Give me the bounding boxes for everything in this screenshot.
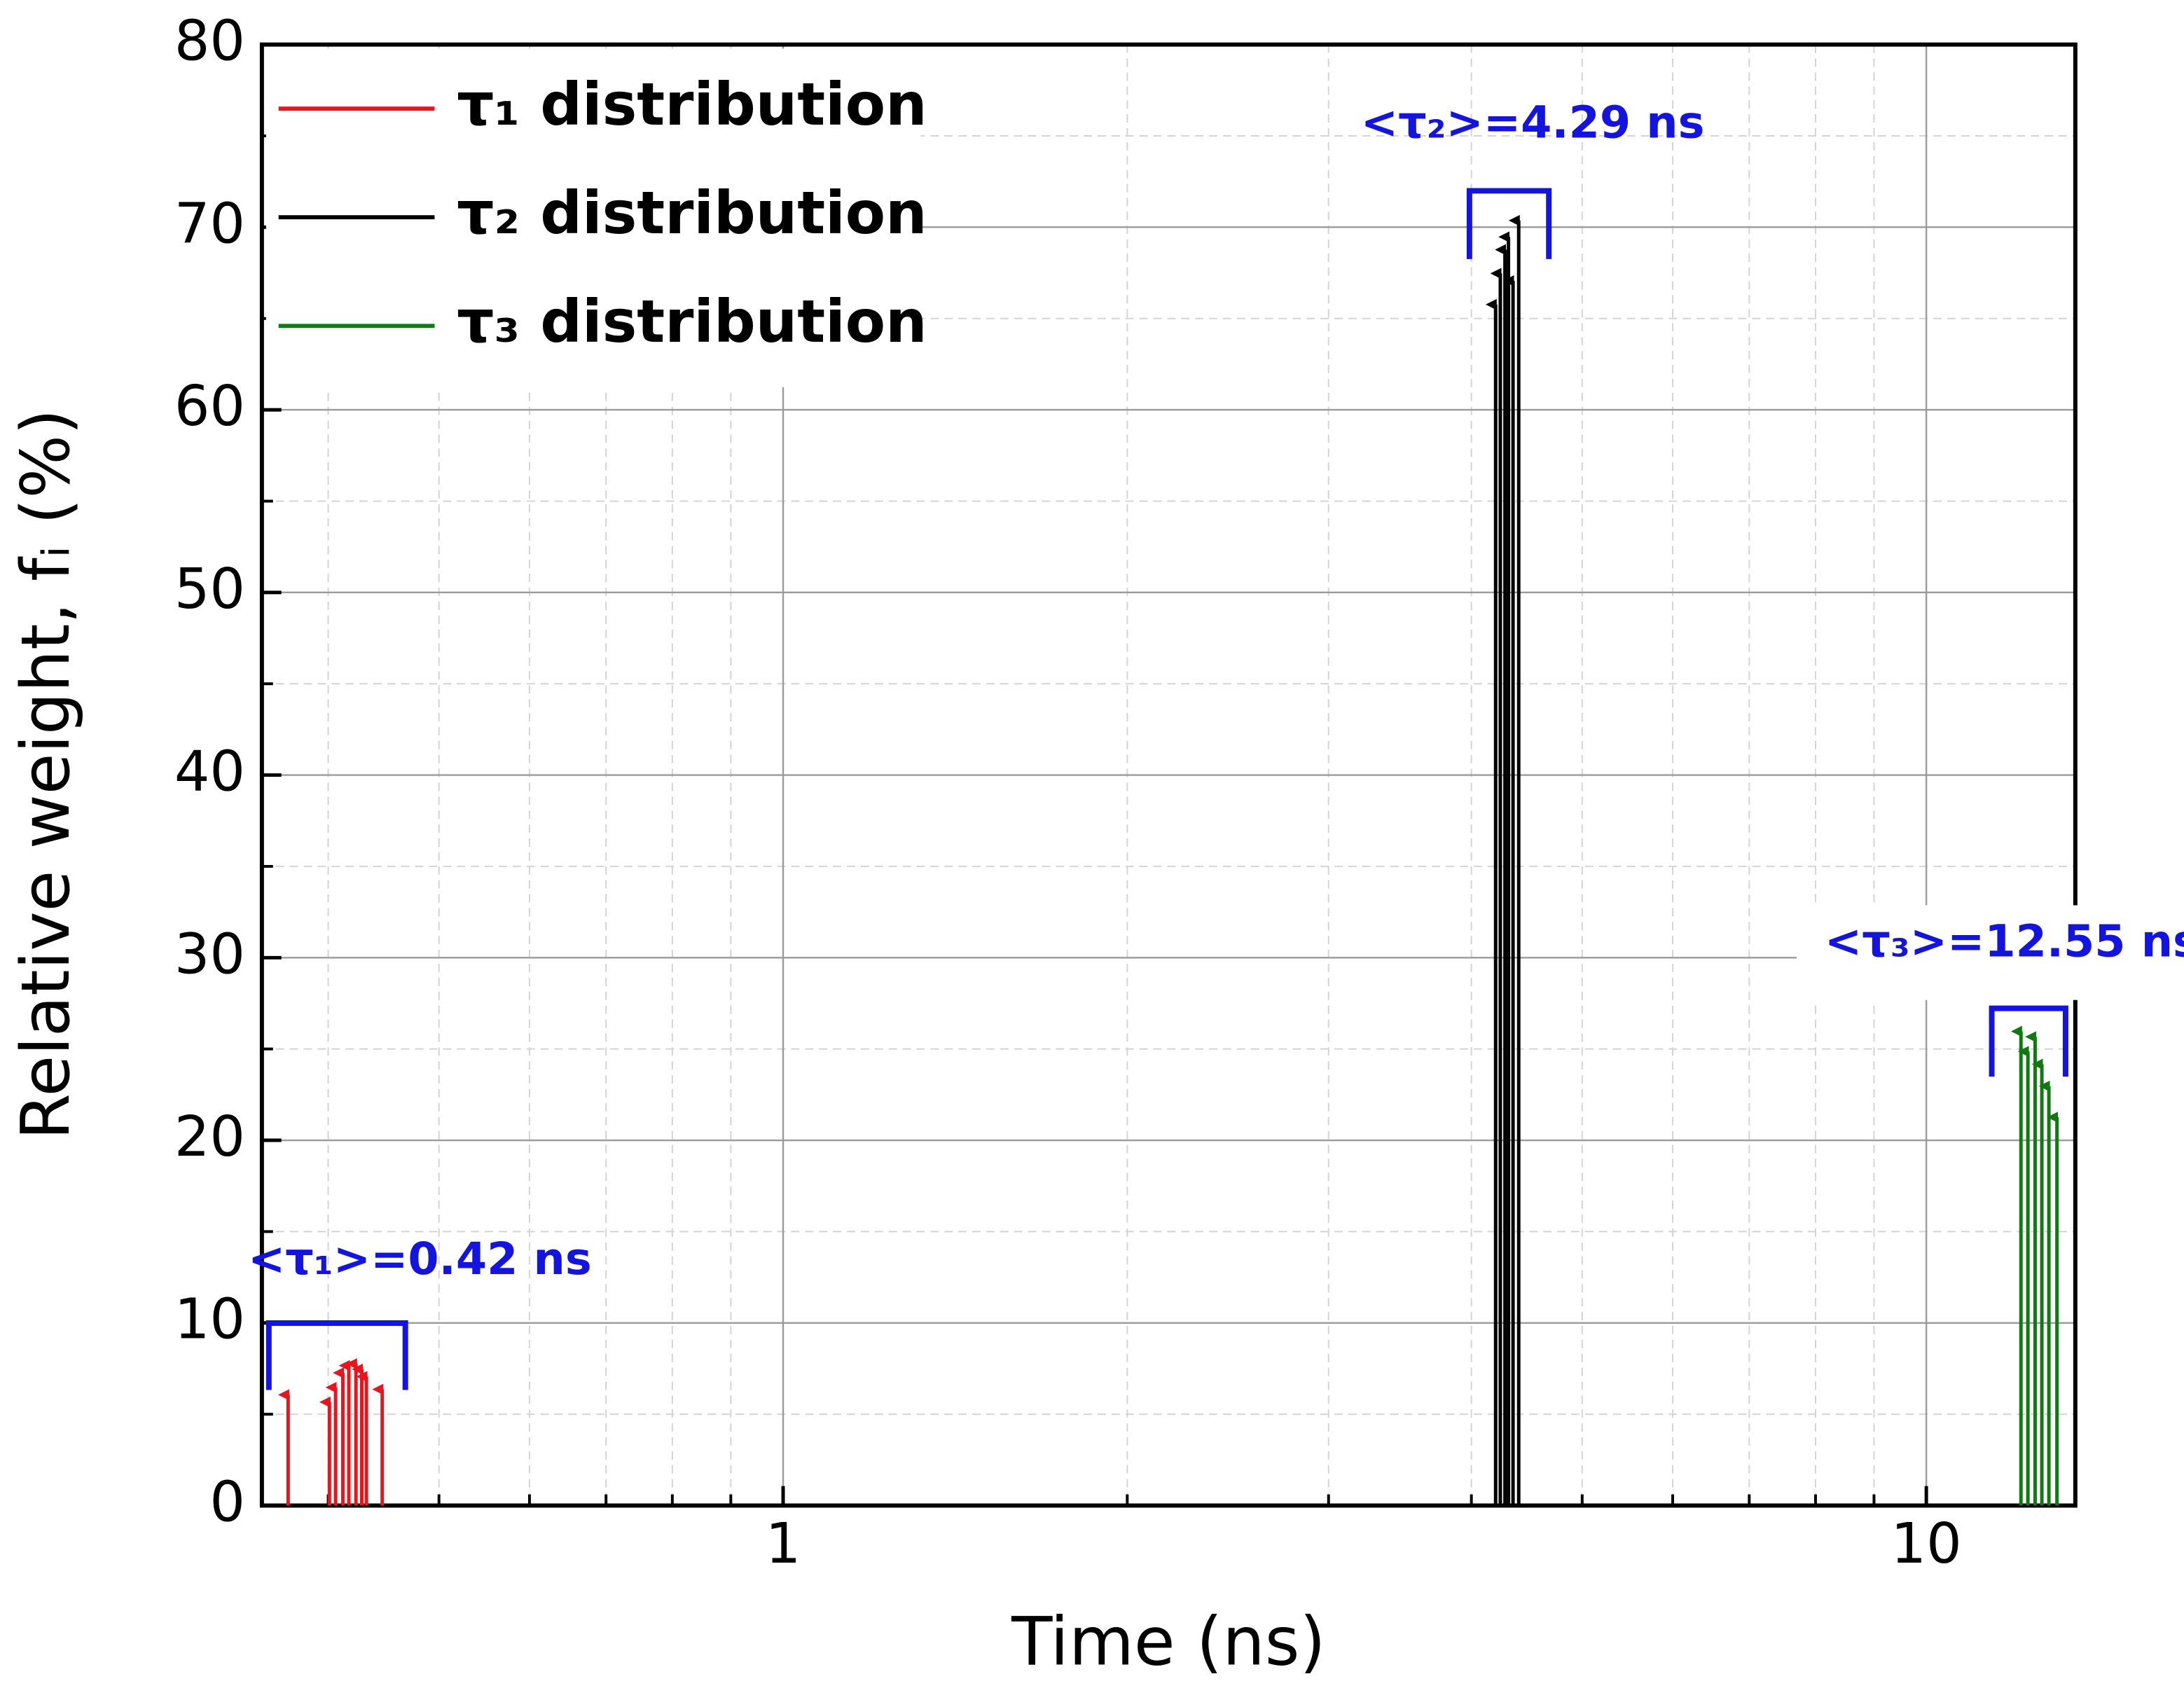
x-tick-label: 1 xyxy=(766,1511,801,1576)
y-tick-label: 0 xyxy=(209,1469,245,1534)
y-tick-label: 30 xyxy=(174,921,245,986)
y-tick-label: 10 xyxy=(174,1287,245,1352)
annotation: <τ₃>=12.55 ns xyxy=(1825,916,2184,968)
y-tick-label: 20 xyxy=(174,1104,245,1169)
annotation: <τ₂>=4.29 ns xyxy=(1361,97,1705,149)
y-tick-label: 40 xyxy=(174,739,245,804)
annotation-bracket xyxy=(1466,188,1552,259)
annotation: <τ₁>=0.42 ns xyxy=(248,1233,592,1285)
y-tick-label: 50 xyxy=(174,556,245,621)
annotation-bracket xyxy=(1989,1005,2068,1077)
overlay: τ₁ distribution τ₂ distribution τ₃ distrib… xyxy=(248,48,2184,1390)
annotation-bracket xyxy=(265,1320,408,1390)
legend-label: τ₁ distribution xyxy=(457,70,927,139)
y-axis-label: Relative weight, fᵢ (%) xyxy=(6,409,85,1140)
y-tick-label: 70 xyxy=(174,191,245,256)
y-tick-label: 80 xyxy=(174,8,245,74)
x-axis-label: Time (ns) xyxy=(1011,1603,1326,1681)
legend-label: τ₂ distribution xyxy=(457,179,927,247)
marks xyxy=(278,214,2059,1506)
y-tick-label: 60 xyxy=(174,373,245,438)
grid: 0 10 20 30 40 50 60 70 80 1 10 xyxy=(174,8,2078,1576)
plot-frame xyxy=(259,42,2078,1508)
annotation-background xyxy=(1797,905,2184,1000)
x-tick-label: 10 xyxy=(1891,1511,1962,1576)
legend-label: τ₃ distribution xyxy=(457,287,927,356)
